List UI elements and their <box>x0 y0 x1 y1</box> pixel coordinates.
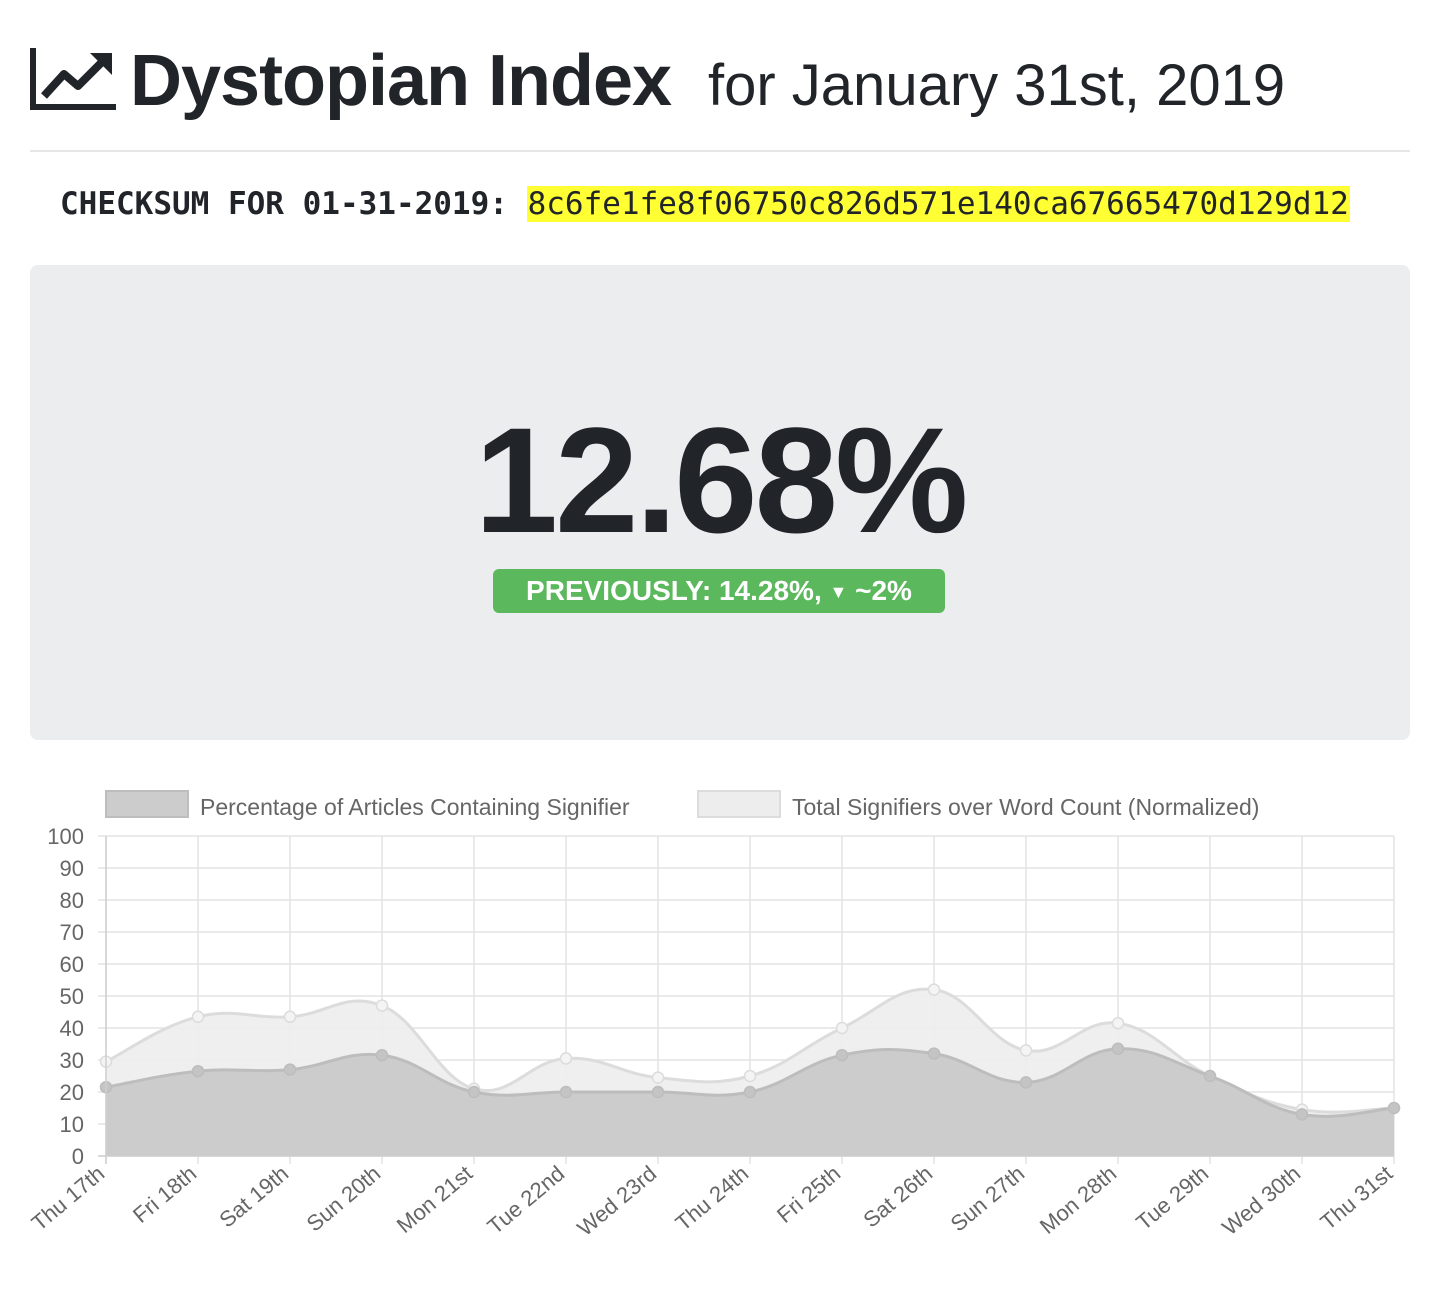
data-point-s2-10 <box>1019 1044 1033 1057</box>
data-point-s1-11 <box>1111 1042 1125 1056</box>
x-tick-label: Wed 23rd <box>572 1161 661 1241</box>
data-point-s2-11 <box>1111 1016 1125 1030</box>
legend-swatch <box>105 790 189 818</box>
y-tick-label: 60 <box>60 952 84 977</box>
data-point-s1-10 <box>1019 1076 1033 1089</box>
series-area-1 <box>106 1048 1394 1156</box>
y-tick-label: 50 <box>60 984 84 1009</box>
data-point-s2-7 <box>743 1069 757 1083</box>
x-tick-label: Sun 27th <box>946 1161 1030 1237</box>
data-point-s2-2 <box>283 1010 297 1024</box>
page-title: Dystopian Index <box>130 41 672 121</box>
y-tick-label: 30 <box>60 1048 84 1073</box>
data-point-s2-9 <box>927 983 941 996</box>
page-subtitle: for January 31st, 2019 <box>708 53 1286 118</box>
x-tick-label: Fri 25th <box>772 1161 845 1228</box>
y-tick-label: 80 <box>60 888 84 913</box>
data-point-s2-6 <box>651 1071 665 1084</box>
legend-item-2: Total Signifiers over Word Count (Normal… <box>697 790 1259 820</box>
data-point-s1-4 <box>467 1085 481 1099</box>
data-point-s2-8 <box>835 1021 849 1035</box>
x-tick-label: Tue 22nd <box>483 1161 570 1239</box>
triangle-down-icon: ▼ <box>829 582 848 602</box>
checksum-value: 8c6fe1fe8f06750c826d571e140ca67665470d12… <box>526 186 1350 222</box>
data-point-s1-1 <box>191 1064 205 1078</box>
data-point-s1-9 <box>927 1047 941 1060</box>
x-tick-label: Sun 20th <box>302 1161 386 1237</box>
chart-line-icon <box>30 48 116 110</box>
data-point-s1-6 <box>651 1085 665 1099</box>
y-tick-label: 90 <box>60 856 84 881</box>
checksum-line: CHECKSUM FOR 01-31-2019: 8c6fe1fe8f06750… <box>60 186 1380 230</box>
data-point-s2-5 <box>559 1052 573 1065</box>
y-tick-label: 70 <box>60 920 84 945</box>
data-point-s1-5 <box>559 1085 573 1099</box>
data-point-s1-3 <box>375 1048 389 1062</box>
data-point-s1-2 <box>283 1063 297 1076</box>
checksum-label: CHECKSUM FOR 01-31-2019: <box>60 186 508 222</box>
data-point-s1-7 <box>743 1085 757 1099</box>
x-tick-label: Sat 19th <box>214 1161 293 1233</box>
x-tick-label: Mon 28th <box>1035 1161 1121 1239</box>
y-tick-label: 10 <box>60 1112 84 1137</box>
legend-item-1: Percentage of Articles Containing Signif… <box>105 790 630 820</box>
change-text: ~2% <box>855 575 912 606</box>
legend-label: Percentage of Articles Containing Signif… <box>200 794 630 820</box>
index-panel: 12.68% PREVIOUSLY: 14.28%, ▼ ~2% <box>30 265 1410 740</box>
x-tick-label: Wed 30th <box>1217 1161 1305 1240</box>
data-point-s1-8 <box>835 1048 849 1062</box>
data-point-s2-3 <box>375 999 389 1012</box>
legend-swatch <box>697 790 781 818</box>
header-divider <box>30 150 1410 152</box>
legend-label: Total Signifiers over Word Count (Normal… <box>792 794 1259 820</box>
x-tick-label: Sat 26th <box>858 1161 937 1233</box>
page-header: Dystopian Index for January 31st, 2019 <box>30 36 1410 126</box>
y-tick-label: 0 <box>72 1144 84 1169</box>
y-tick-label: 100 <box>47 824 84 849</box>
y-tick-label: 40 <box>60 1016 84 1041</box>
x-tick-label: Thu 24th <box>671 1161 754 1236</box>
data-point-s1-14 <box>1387 1101 1401 1115</box>
x-tick-label: Tue 29th <box>1131 1161 1213 1235</box>
x-tick-label: Mon 21st <box>392 1161 477 1238</box>
data-point-s1-12 <box>1203 1069 1217 1083</box>
index-value: 12.68% <box>474 396 969 564</box>
previous-badge: PREVIOUSLY: 14.28%, ▼ ~2% <box>493 569 945 613</box>
chart-container: 0 10 20 30 40 50 60 70 80 90 100 Thu 17th Fri 18th Sa… <box>0 770 1446 1302</box>
x-tick-label: Fri 18th <box>128 1161 201 1228</box>
previous-label: PREVIOUSLY: 14.28%, <box>526 575 822 606</box>
x-tick-label: Thu 31st <box>1316 1161 1398 1235</box>
x-tick-label: Thu 17th <box>27 1161 110 1236</box>
data-point-s2-1 <box>191 1010 205 1024</box>
y-tick-label: 20 <box>60 1080 84 1105</box>
data-point-s1-13 <box>1295 1108 1309 1121</box>
